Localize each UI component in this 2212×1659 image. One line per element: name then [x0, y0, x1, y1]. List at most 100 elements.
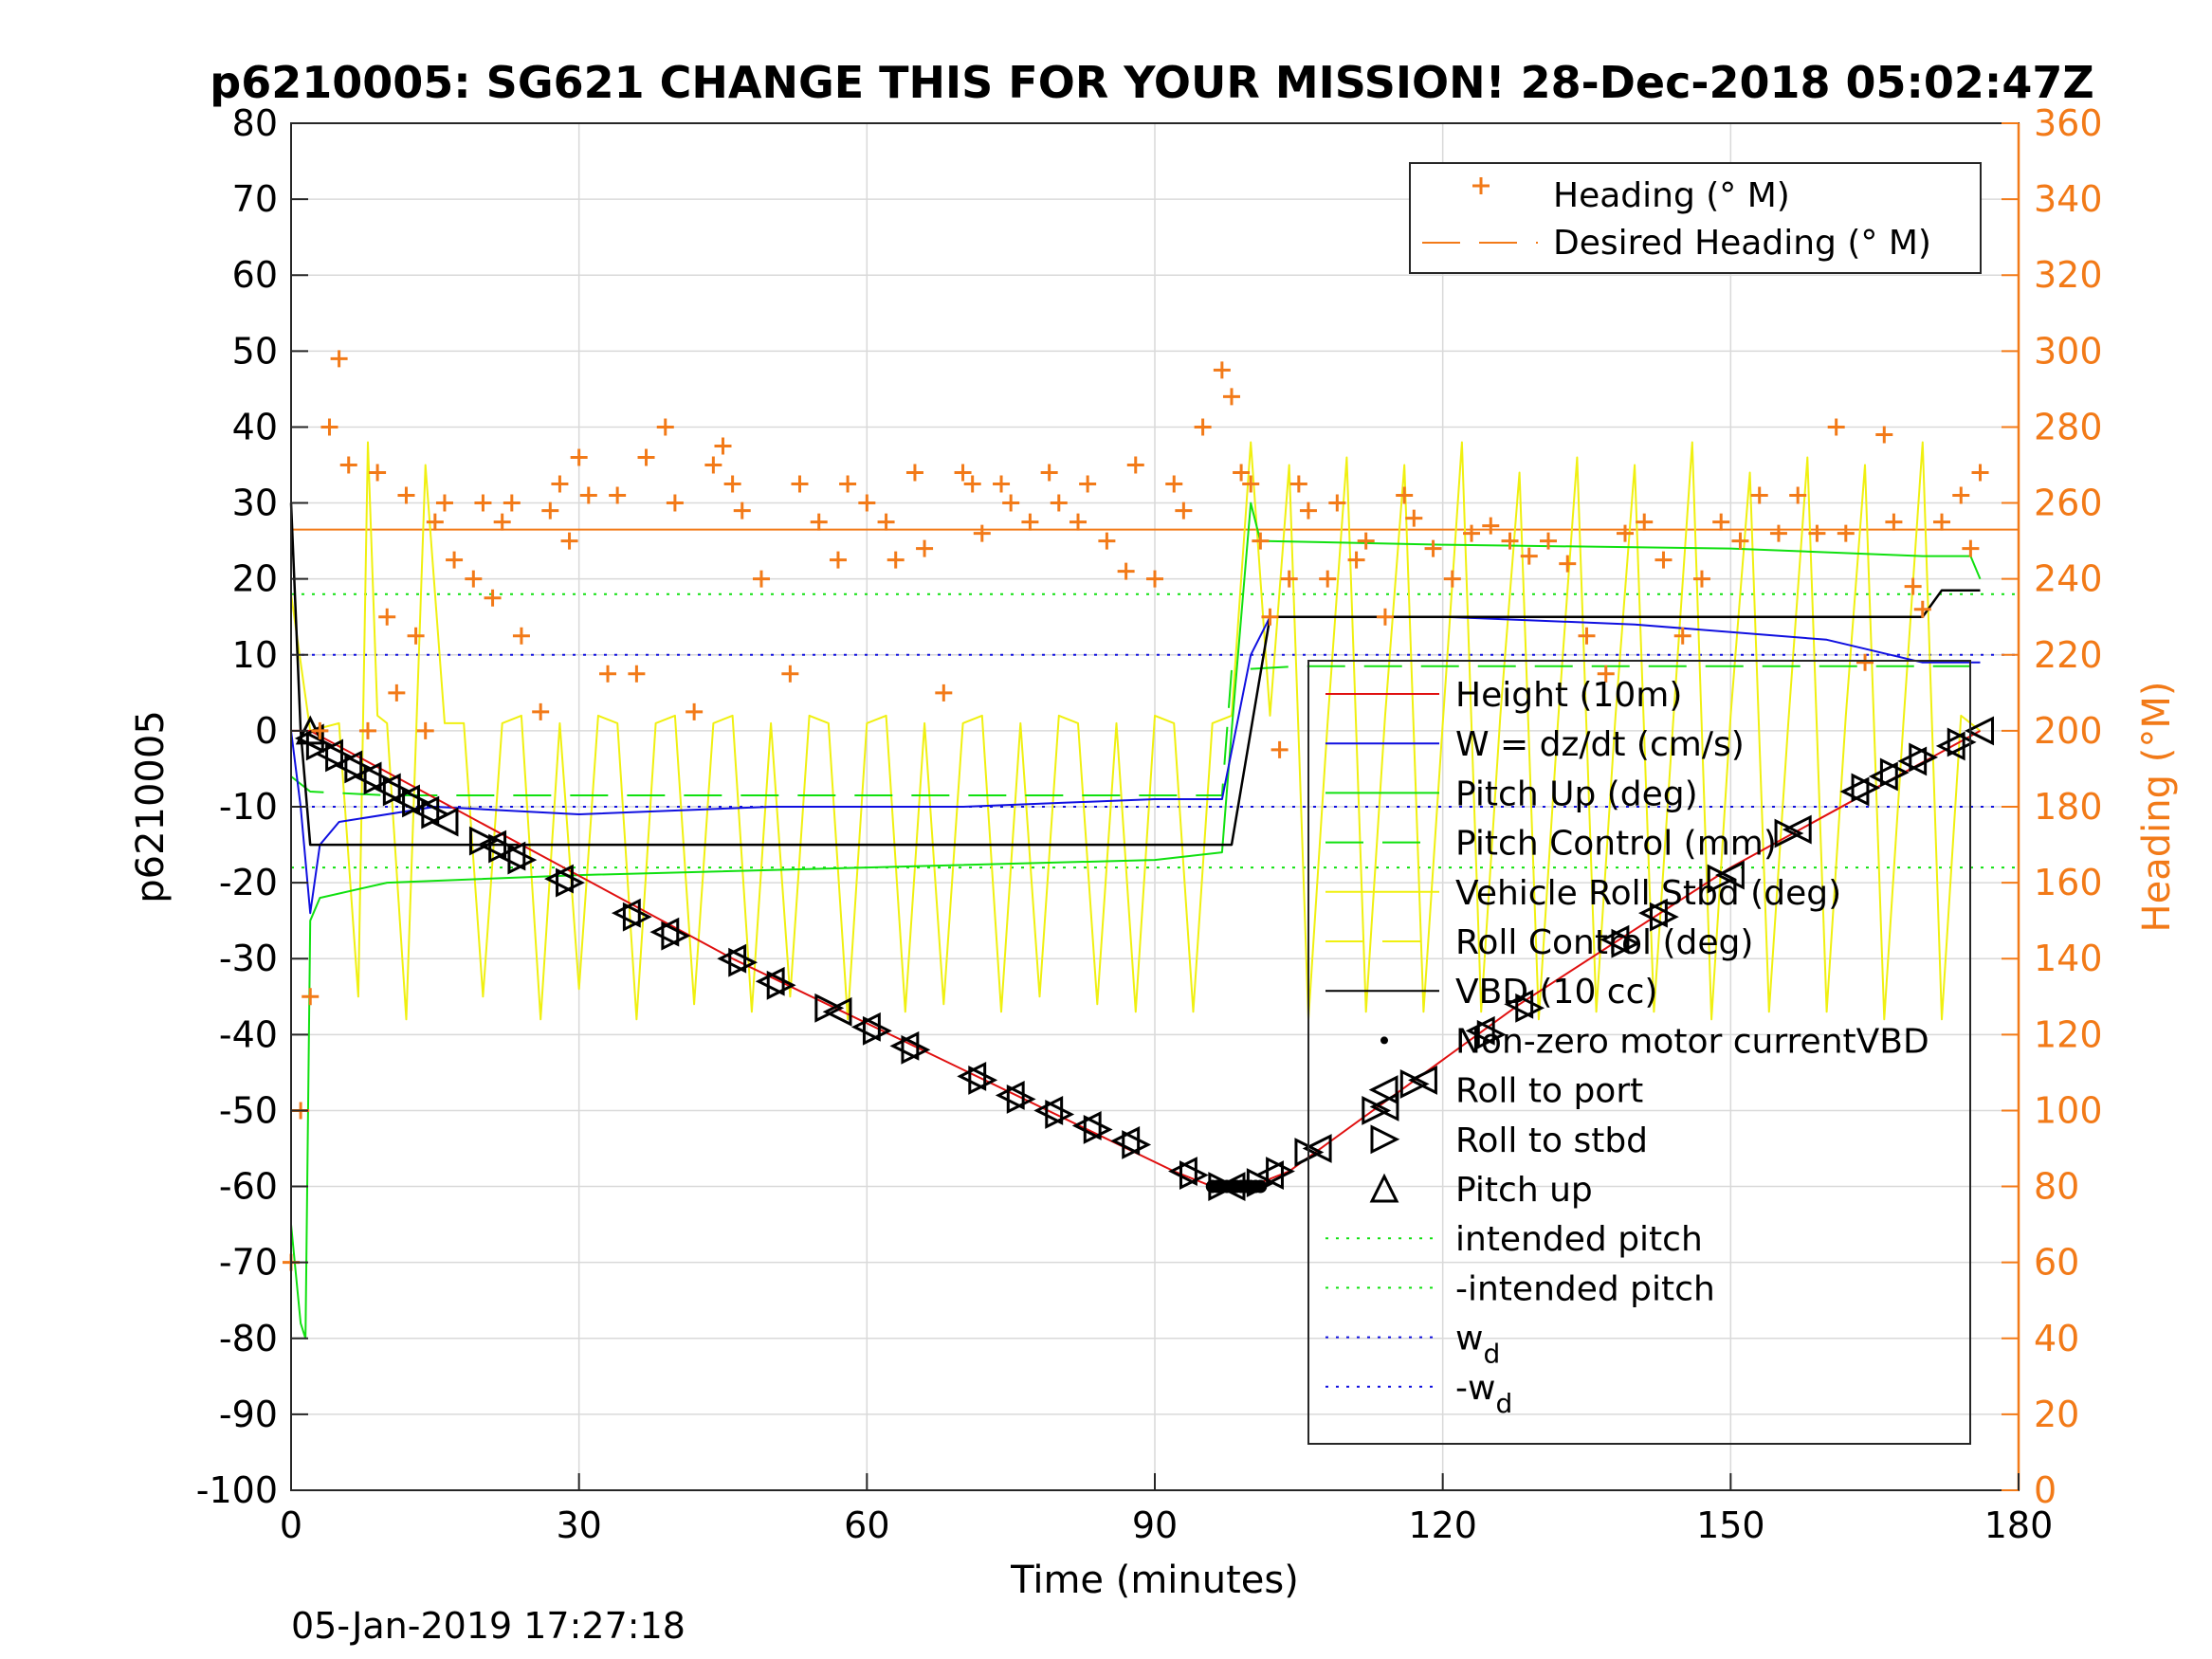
legend-symbol-marker	[1368, 1075, 1398, 1105]
legend-label-subscript: d	[1483, 1339, 1500, 1370]
left-tick-label: 0	[255, 710, 278, 752]
heading-point	[1289, 475, 1307, 493]
heading-point	[1750, 486, 1768, 504]
heading-point	[426, 513, 444, 531]
heading-point	[1443, 570, 1461, 588]
heading-point	[1357, 532, 1375, 550]
heading-point	[1769, 524, 1787, 542]
heading-point	[1636, 513, 1654, 531]
right-tick-label: 340	[2034, 178, 2103, 220]
x-tick-label: 180	[1984, 1504, 2054, 1546]
heading-point	[1347, 551, 1365, 569]
right-tick-label: 320	[2034, 254, 2103, 296]
series-vehicle-roll-stbd-deg	[290, 441, 1982, 1021]
left-y-axis-label: p6210005	[129, 710, 173, 903]
heading-point	[1021, 513, 1039, 531]
x-tick-label: 120	[1408, 1504, 1477, 1546]
left-tick-label: -30	[219, 938, 278, 979]
roll-to-stbd-marker	[901, 1034, 931, 1065]
heading-point	[532, 702, 550, 720]
legend-label: W = dz/dt (cm/s)	[1455, 725, 1745, 764]
legend-label-text: Vehicle Roll Stbd (deg)	[1455, 874, 1841, 913]
heading-point	[1098, 532, 1116, 550]
heading-point	[446, 551, 464, 569]
heading-point	[609, 486, 627, 504]
roll-to-stbd-marker	[728, 947, 759, 977]
right-tick-label: 160	[2034, 862, 2103, 903]
roll-to-port-marker	[1965, 716, 1995, 746]
heading-point	[1040, 464, 1058, 482]
left-axis-ticks: 80 70 60 50 40 30 20 10 0 -10 -20 -30 -40 -50 -60 -70 -8…	[196, 102, 308, 1511]
roll-to-stbd-marker	[1399, 1068, 1430, 1099]
w-series-layer	[290, 615, 1981, 915]
right-tick-label: 100	[2034, 1089, 2103, 1131]
heading-point	[1165, 475, 1183, 493]
roll-to-stbd-marker	[1515, 993, 1545, 1023]
legend-label-text: intended pitch	[1455, 1220, 1703, 1259]
x-tick-label: 30	[556, 1504, 601, 1546]
legend-label-text: Roll to stbd	[1455, 1121, 1648, 1160]
heading-point	[1482, 517, 1500, 535]
left-tick-label: -70	[219, 1242, 278, 1284]
heading-point	[781, 665, 799, 683]
roll-to-stbd-marker	[1179, 1160, 1209, 1190]
heading-point	[1827, 418, 1845, 436]
heading-point	[465, 570, 483, 588]
heading-point	[1808, 524, 1826, 542]
heading-point	[1933, 513, 1951, 531]
roll-to-stbd-marker	[344, 754, 375, 784]
right-tick-label: 20	[2034, 1394, 2079, 1435]
heading-series-layer	[283, 350, 1989, 1271]
roll-to-stbd-marker	[814, 993, 845, 1023]
legend-label-text: Pitch Control (mm)	[1455, 825, 1777, 864]
roll-to-stbd-marker	[622, 902, 652, 932]
right-tick-label: 40	[2034, 1318, 2079, 1359]
roll-to-stbd-marker	[1362, 1096, 1392, 1125]
roll-to-stbd-marker	[402, 788, 431, 818]
heading-point	[628, 665, 646, 683]
roll-to-stbd-marker	[1947, 727, 1977, 757]
heading-point	[512, 627, 530, 645]
legend-main-box	[1307, 660, 1971, 1445]
right-y-axis-label: Heading (°M)	[2135, 682, 2179, 933]
heading-point	[560, 532, 578, 550]
left-tick-label: 10	[232, 634, 278, 676]
left-tick-label: -40	[219, 1013, 278, 1055]
legend-label: Pitch Up (deg)	[1455, 775, 1698, 813]
legend-label-text: -w	[1455, 1369, 1495, 1408]
left-tick-label: 40	[232, 406, 278, 447]
heading-point	[905, 464, 923, 482]
roll-to-stbd-marker	[661, 921, 691, 951]
legend-label-subscript: d	[1495, 1388, 1512, 1419]
right-tick-label: 360	[2034, 102, 2103, 144]
left-tick-label: 80	[232, 102, 278, 144]
heading-point	[579, 486, 597, 504]
heading-point	[388, 684, 406, 702]
left-tick-label: 60	[232, 254, 278, 296]
heading-point	[1242, 475, 1260, 493]
heading-point	[1175, 501, 1193, 520]
heading-point	[839, 475, 857, 493]
heading-point	[1578, 627, 1596, 645]
heading-point	[963, 475, 981, 493]
heading-point	[916, 539, 934, 557]
roll-to-stbd-marker	[1083, 1115, 1113, 1144]
heading-point	[1146, 570, 1163, 588]
heading-point	[1069, 513, 1088, 531]
heading-point	[1463, 524, 1481, 542]
x-tick-label: 60	[844, 1504, 889, 1546]
legend-symbol-marker	[1369, 1173, 1399, 1203]
roll-to-stbd-marker	[488, 833, 519, 864]
heading-point	[570, 448, 588, 466]
heading-point	[666, 494, 684, 512]
roll-to-stbd-marker	[382, 776, 412, 807]
heading-point	[1952, 486, 1970, 504]
heading-point	[1540, 532, 1558, 550]
heading-point	[704, 456, 722, 474]
legend-label: -intended pitch	[1455, 1269, 1715, 1308]
heading-point	[320, 418, 338, 436]
heading-point	[1673, 627, 1691, 645]
roll-to-stbd-marker	[1649, 902, 1679, 932]
heading-point	[1913, 600, 1931, 618]
heading-point	[1396, 486, 1414, 504]
